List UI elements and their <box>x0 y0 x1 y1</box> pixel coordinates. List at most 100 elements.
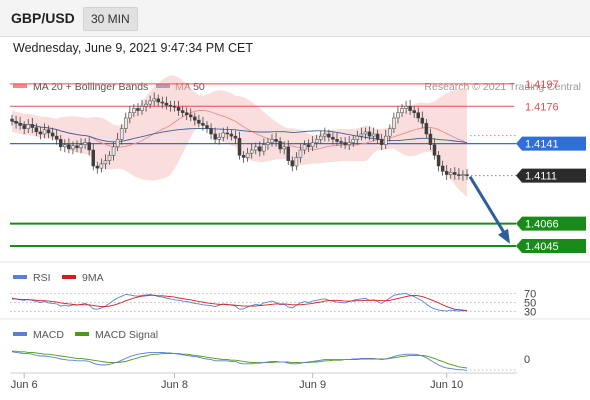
candle-body <box>144 103 148 107</box>
rsi-ma-legend-label: 9MA <box>82 272 104 284</box>
candle-body <box>249 149 254 154</box>
candle-body <box>375 133 380 140</box>
candle-body <box>440 165 445 172</box>
candle-body <box>335 139 339 142</box>
candle-body <box>388 128 392 137</box>
candle-body <box>396 112 400 119</box>
candle-body <box>262 144 266 152</box>
candle-body <box>75 145 79 149</box>
candle-body <box>359 133 364 137</box>
candle-body <box>457 174 461 176</box>
rsi-level-label: 30 <box>524 307 536 319</box>
candle-body <box>229 133 234 137</box>
candle-body <box>34 127 39 133</box>
level-label-1.4176: 1.4176 <box>525 101 559 113</box>
candle-body <box>176 107 181 111</box>
candle-body <box>180 110 185 113</box>
candle-body <box>152 98 156 102</box>
candle-body <box>217 136 221 140</box>
candle-body <box>294 157 299 167</box>
symbol-title: GBP/USD <box>11 10 75 26</box>
rsi-ma-line <box>12 294 468 312</box>
candle-body <box>420 117 425 124</box>
candle-body <box>91 149 95 167</box>
candle-body <box>168 104 173 107</box>
candle-body <box>26 124 30 129</box>
candle-body <box>384 135 388 145</box>
level-label-1.4197: 1.4197 <box>525 79 559 91</box>
level-tag-1.4066 <box>516 216 586 231</box>
ma20-legend-swatch <box>13 84 27 88</box>
candle-body <box>59 139 63 148</box>
candle-body <box>355 135 360 140</box>
level-tag-1.4141 <box>516 136 586 151</box>
candle-body <box>314 139 319 143</box>
candle-body <box>245 152 250 158</box>
candle-body <box>79 144 83 149</box>
candle-body <box>128 112 132 119</box>
macd-signal-legend-swatch <box>75 332 89 336</box>
candle-body <box>424 123 429 135</box>
x-tick-label: Jun 6 <box>11 379 38 391</box>
chart-header: GBP/USD 30 MIN <box>0 0 590 37</box>
candle-body <box>225 132 230 135</box>
candle-body <box>392 117 396 129</box>
candle-body <box>172 106 177 108</box>
candle-body <box>274 139 278 142</box>
ma20-legend-label: MA 20 + Bollinger Bands <box>33 81 148 93</box>
macd-pane: 0 <box>11 350 530 371</box>
candle-body <box>99 163 104 169</box>
timeframe-button[interactable]: 30 MIN <box>83 7 138 31</box>
candle-body <box>184 112 189 116</box>
candle-body <box>282 146 286 150</box>
candle-body <box>107 155 112 161</box>
candle-body <box>14 120 18 124</box>
candle-body <box>103 160 108 165</box>
candle-body <box>87 142 91 151</box>
candle-body <box>286 146 290 161</box>
candle-body <box>258 146 262 152</box>
candle-body <box>347 142 351 145</box>
candle-body <box>339 141 343 143</box>
forecast-arrow <box>468 175 508 237</box>
chart-datetime: Wednesday, June 9, 2021 9:47:34 PM CET <box>13 41 253 55</box>
candle-body <box>363 131 368 135</box>
main-pane: 1.4197 1.4176 1.4141 1.4111 1.4066 1.4045 <box>10 75 586 253</box>
candle-body <box>95 165 100 169</box>
candle-body <box>465 174 469 176</box>
x-tick-label: Jun 10 <box>430 379 463 391</box>
candle-body <box>197 119 201 124</box>
candle-body <box>351 139 355 143</box>
candle-body <box>428 133 433 145</box>
candle-body <box>54 135 59 140</box>
candle-body <box>436 155 441 167</box>
candle-body <box>327 133 331 138</box>
candle-body <box>10 118 14 122</box>
x-tick-label: Jun 8 <box>161 379 188 391</box>
rsi-legend-label: RSI <box>33 272 51 284</box>
rsi-legend-swatch <box>13 275 27 279</box>
candle-body <box>201 123 205 126</box>
candle-body <box>367 131 372 137</box>
candle-body <box>63 144 67 148</box>
candle-body <box>111 146 116 156</box>
candle-body <box>213 133 217 140</box>
level-label-1.4066: 1.4066 <box>525 219 559 231</box>
candle-body <box>140 106 144 111</box>
candle-body <box>38 131 43 135</box>
candle-body <box>193 116 197 121</box>
candle-body <box>400 108 404 113</box>
candle-body <box>323 133 327 137</box>
candle-body <box>205 125 209 129</box>
x-axis: Jun 6 Jun 8 Jun 9 Jun 10 <box>11 373 463 391</box>
candle-body <box>30 124 35 128</box>
candle-body <box>319 135 323 140</box>
candle-body <box>306 144 311 148</box>
candle-body <box>67 144 71 150</box>
candle-body <box>46 129 51 134</box>
candle-body <box>221 132 225 138</box>
candle-body <box>42 129 47 135</box>
candle-body <box>164 102 169 106</box>
candle-body <box>119 128 124 140</box>
